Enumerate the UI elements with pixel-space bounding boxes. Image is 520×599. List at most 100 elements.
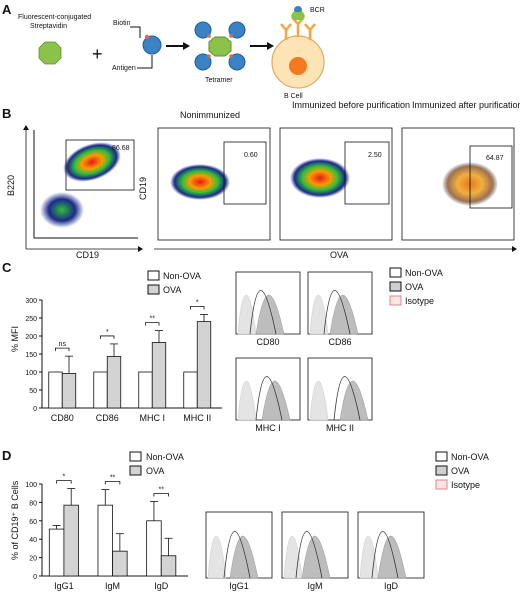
ova-curve xyxy=(261,380,291,421)
isotype-curve xyxy=(309,295,329,335)
significance-bracket xyxy=(145,322,160,326)
legend-histo-d-ova: OVA xyxy=(451,466,469,476)
significance-bracket xyxy=(190,306,205,310)
gate-value-3: 64.87 xyxy=(486,155,504,162)
bar-chart-c: 0 50 100 150 200 250 300 ns CD80 * CD86 ** MHC I * MHC… xyxy=(25,298,222,423)
bar-nonova-mhci xyxy=(138,371,153,409)
legend-d-ova: OVA xyxy=(146,466,164,476)
isotype-curve xyxy=(359,536,379,579)
ova-curve xyxy=(229,535,259,579)
legend-histo-d-nonova: Non-OVA xyxy=(451,452,489,462)
gate-value-2: 2.50 xyxy=(368,152,382,159)
y-tick-label: 40 xyxy=(29,537,37,544)
tetramer-label: Tetramer xyxy=(205,77,233,84)
significance-label: ns xyxy=(59,341,67,348)
ova-curve xyxy=(377,535,407,579)
bar-ova-igd xyxy=(160,555,177,577)
bar-ova-cd86 xyxy=(106,356,122,409)
histogram-label: IgM xyxy=(307,581,322,591)
y-tick-label: 50 xyxy=(29,388,37,395)
b-cell-label: B Cell xyxy=(284,93,303,100)
legend-d-nonova-swatch xyxy=(129,451,142,462)
bar-ova-mhcii xyxy=(196,321,212,409)
biotin-dot xyxy=(144,34,150,40)
histogram-label: MHC II xyxy=(326,423,354,433)
y-tick-label: 300 xyxy=(25,298,37,305)
category-label: IgG1 xyxy=(54,581,74,591)
ova-plot-2: 2.50 xyxy=(279,127,393,241)
y-tick-label: 80 xyxy=(29,500,37,507)
xlabel-ova: OVA xyxy=(330,250,348,260)
title-immunized-after: Immunized after purification xyxy=(412,100,520,110)
significance-bracket xyxy=(104,481,121,485)
title-immunized-before: Immunized before purification xyxy=(292,100,410,110)
y-tick-label: 0 xyxy=(33,574,37,581)
isotype-curve xyxy=(207,536,227,579)
panel-label-c: C xyxy=(2,260,12,275)
nonova-curve xyxy=(371,531,399,579)
biotin-pointer xyxy=(130,26,141,38)
nonova-curve xyxy=(295,531,323,579)
y-tick-label: 60 xyxy=(29,519,37,526)
bar-ova-igg1 xyxy=(63,504,79,577)
yarrow-gate-head xyxy=(23,125,29,130)
ova-curve xyxy=(301,535,331,579)
legend-histo-d-isotype: Isotype xyxy=(451,480,480,490)
ylabel-b220: B220 xyxy=(6,175,16,196)
y-tick-label: 0 xyxy=(33,406,37,413)
significance-label: * xyxy=(63,474,66,481)
histogram-label: CD80 xyxy=(256,337,279,347)
panel-label-a: A xyxy=(2,2,12,17)
ova-curve xyxy=(329,294,359,335)
histogram-cd80: CD80 xyxy=(235,271,301,347)
panel-label-b: B xyxy=(2,106,11,121)
xlabel-cd19: CD19 xyxy=(76,250,99,260)
xarrow-gate-head xyxy=(138,246,143,252)
nonova-curve xyxy=(255,376,283,421)
category-label: MHC I xyxy=(140,413,166,423)
histograms-c: CD80 CD86 MHC I MHC II xyxy=(235,271,373,433)
histogram-label: IgG1 xyxy=(229,581,249,591)
antigen-icon xyxy=(142,35,162,55)
legend-c-nonova-swatch xyxy=(147,270,160,281)
streptavidin-label: Fluorescent-conjugated xyxy=(18,14,91,21)
legend-d-nonova: Non-OVA xyxy=(146,452,184,462)
plus-sign: + xyxy=(92,44,103,64)
significance-label: * xyxy=(196,299,199,306)
category-label: CD80 xyxy=(51,413,74,423)
bar-nonova-mhcii xyxy=(183,371,198,409)
panel-label-d: D xyxy=(2,448,11,463)
bar-chart-d: 0 20 40 60 80 100 * IgG1 ** IgM ** IgD xyxy=(25,474,188,591)
legend-histo-c-nonova: Non-OVA xyxy=(405,268,443,278)
tetramer-icon xyxy=(194,21,246,71)
y-tick-label: 200 xyxy=(25,334,37,341)
histogram-mhc2: MHC II xyxy=(307,357,373,433)
histogram-mhc1: MHC I xyxy=(235,357,301,433)
gate-value-b220: 86.68 xyxy=(112,145,130,152)
bcr-label: BCR xyxy=(310,7,325,14)
biotin-label: Biotin xyxy=(113,20,131,27)
legend-histo-c-ova: OVA xyxy=(405,282,423,292)
isotype-curve xyxy=(309,381,329,421)
significance-label: ** xyxy=(110,475,116,482)
histogram-igg1: IgG1 xyxy=(205,511,273,591)
arrow-1-head xyxy=(183,42,190,50)
xarrow-ova-head xyxy=(512,246,517,252)
title-nonimmunized: Nonimmunized xyxy=(180,110,240,120)
bar-nonova-igm xyxy=(97,504,113,577)
category-label: MHC II xyxy=(183,413,211,423)
nonova-curve xyxy=(333,376,361,421)
significance-bracket xyxy=(55,347,70,352)
ova-curve xyxy=(255,294,285,335)
histogram-cd86: CD86 xyxy=(307,271,373,347)
bar-nonova-cd86 xyxy=(93,371,108,409)
ylabel-d: % of CD19⁺ B Cells xyxy=(10,480,20,560)
bar-nonova-igg1 xyxy=(48,528,65,577)
bar-ova-igm xyxy=(112,550,128,577)
isotype-curve xyxy=(237,295,257,335)
ova-plot-1: 0.60 xyxy=(157,127,271,241)
ylabel-c: % MFI xyxy=(10,326,20,352)
histogram-igm: IgM xyxy=(281,511,349,591)
histogram-label: IgD xyxy=(384,581,399,591)
